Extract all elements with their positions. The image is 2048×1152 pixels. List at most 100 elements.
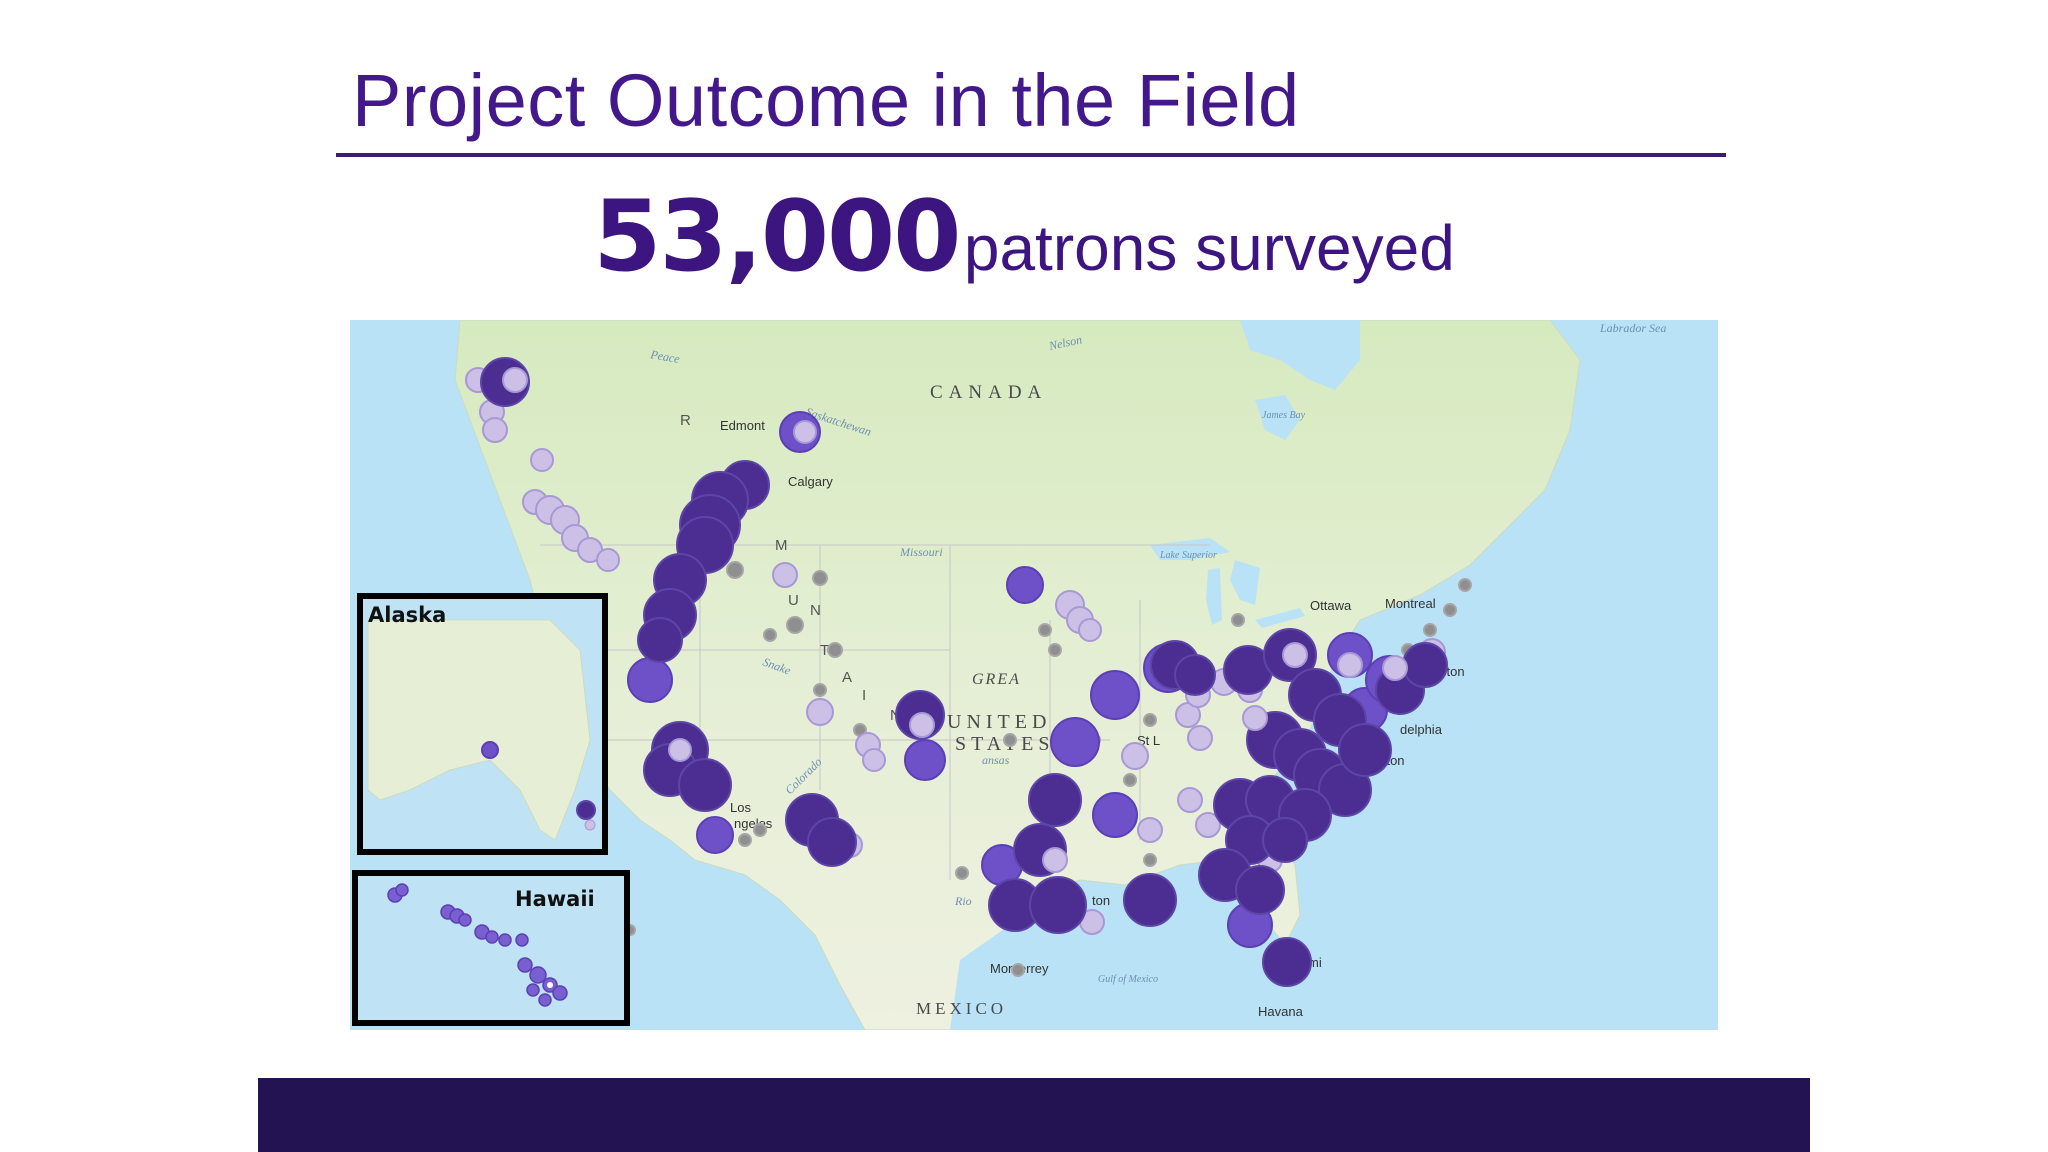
label-gulf: Gulf of Mexico: [1098, 974, 1158, 985]
site-marker[interactable]: [1137, 817, 1163, 843]
site-marker[interactable]: [955, 866, 969, 880]
site-marker[interactable]: [1282, 642, 1308, 668]
site-marker[interactable]: [482, 417, 508, 443]
site-marker[interactable]: [827, 642, 843, 658]
site-marker[interactable]: [1123, 873, 1177, 927]
site-marker[interactable]: [786, 616, 804, 634]
site-marker[interactable]: [668, 738, 692, 762]
site-marker[interactable]: [904, 739, 946, 781]
site-marker[interactable]: [481, 741, 499, 759]
label-states: STATES: [955, 733, 1055, 755]
site-marker[interactable]: [806, 698, 834, 726]
site-marker[interactable]: [1011, 963, 1025, 977]
site-marker[interactable]: [1338, 723, 1392, 777]
site-marker[interactable]: [1092, 792, 1138, 838]
survey-map[interactable]: CANADA UNITED STATES MEXICO GREA Edmont …: [350, 320, 1718, 1030]
site-marker[interactable]: [502, 367, 528, 393]
site-marker[interactable]: [637, 617, 683, 663]
site-marker[interactable]: [812, 570, 828, 586]
site-marker[interactable]: [498, 933, 512, 947]
label-rocky-2: M: [775, 537, 789, 554]
site-marker[interactable]: [1382, 655, 1408, 681]
site-marker[interactable]: [1050, 717, 1100, 767]
site-marker[interactable]: [1195, 812, 1221, 838]
site-marker[interactable]: [485, 930, 499, 944]
hudson-bay: [1240, 320, 1360, 390]
site-marker[interactable]: [753, 823, 767, 837]
site-marker[interactable]: [1042, 847, 1068, 873]
site-marker[interactable]: [763, 628, 777, 642]
site-marker[interactable]: [530, 448, 554, 472]
hawaii-label: Hawaii: [515, 887, 595, 911]
label-houston: ton: [1092, 893, 1110, 908]
label-calgary: Calgary: [788, 474, 833, 489]
site-marker[interactable]: [1078, 618, 1102, 642]
site-marker[interactable]: [772, 562, 798, 588]
site-marker[interactable]: [1048, 643, 1062, 657]
slide-title: Project Outcome in the Field: [352, 59, 1300, 142]
site-marker[interactable]: [738, 833, 752, 847]
site-marker[interactable]: [1123, 773, 1137, 787]
site-marker[interactable]: [726, 561, 744, 579]
site-marker[interactable]: [1090, 670, 1140, 720]
label-rocky-5: N: [810, 602, 822, 619]
borders: [540, 544, 1210, 880]
site-marker[interactable]: [909, 712, 935, 738]
label-mexico: MEXICO: [916, 999, 1007, 1018]
site-marker[interactable]: [526, 983, 540, 997]
site-marker[interactable]: [1402, 642, 1448, 688]
site-marker[interactable]: [678, 758, 732, 812]
site-marker[interactable]: [584, 819, 596, 831]
label-rocky-8: I: [862, 687, 867, 704]
site-marker[interactable]: [1458, 578, 1472, 592]
site-marker[interactable]: [576, 800, 596, 820]
site-marker[interactable]: [1006, 566, 1044, 604]
site-marker[interactable]: [552, 985, 568, 1001]
site-marker[interactable]: [1443, 603, 1457, 617]
site-marker[interactable]: [529, 966, 547, 984]
site-marker[interactable]: [696, 816, 734, 854]
site-marker[interactable]: [813, 683, 827, 697]
patrons-label: patrons surveyed: [963, 212, 1455, 284]
label-montreal: Montreal: [1385, 596, 1436, 611]
site-marker[interactable]: [1337, 652, 1363, 678]
label-james-bay: James Bay: [1262, 410, 1306, 421]
site-marker[interactable]: [627, 657, 673, 703]
site-marker[interactable]: [538, 993, 552, 1007]
label-stl: St L: [1137, 733, 1160, 748]
survey-markers[interactable]: [465, 357, 1472, 987]
lake-huron: [1230, 560, 1260, 605]
hawaii-inset[interactable]: Hawaii: [352, 870, 630, 1026]
site-marker[interactable]: [1028, 773, 1082, 827]
site-marker[interactable]: [1003, 733, 1017, 747]
site-marker[interactable]: [1423, 623, 1437, 637]
site-marker[interactable]: [1038, 623, 1052, 637]
site-marker[interactable]: [1235, 865, 1285, 915]
site-marker[interactable]: [1231, 613, 1245, 627]
lake-michigan: [1206, 568, 1222, 625]
label-peace: Peace: [648, 347, 681, 366]
site-marker[interactable]: [458, 913, 472, 927]
headline: 53,000 patrons surveyed: [0, 180, 2048, 294]
site-marker[interactable]: [1177, 787, 1203, 813]
alaska-inset[interactable]: Alaska: [357, 593, 608, 855]
site-marker[interactable]: [862, 748, 886, 772]
site-marker[interactable]: [515, 933, 529, 947]
site-marker[interactable]: [596, 548, 620, 572]
site-marker[interactable]: [1121, 742, 1149, 770]
label-labrador: Labrador Sea: [1599, 321, 1666, 335]
site-marker[interactable]: [517, 957, 533, 973]
site-marker[interactable]: [1262, 817, 1308, 863]
site-marker[interactable]: [1143, 853, 1157, 867]
site-marker[interactable]: [395, 883, 409, 897]
site-marker[interactable]: [547, 982, 553, 988]
label-rocky-7: A: [842, 669, 853, 686]
site-marker[interactable]: [807, 817, 857, 867]
site-marker[interactable]: [1242, 705, 1268, 731]
site-marker[interactable]: [1029, 876, 1087, 934]
site-marker[interactable]: [1143, 713, 1157, 727]
site-marker[interactable]: [793, 420, 817, 444]
site-marker[interactable]: [1262, 937, 1312, 987]
site-marker[interactable]: [1187, 725, 1213, 751]
site-marker[interactable]: [1174, 654, 1216, 696]
